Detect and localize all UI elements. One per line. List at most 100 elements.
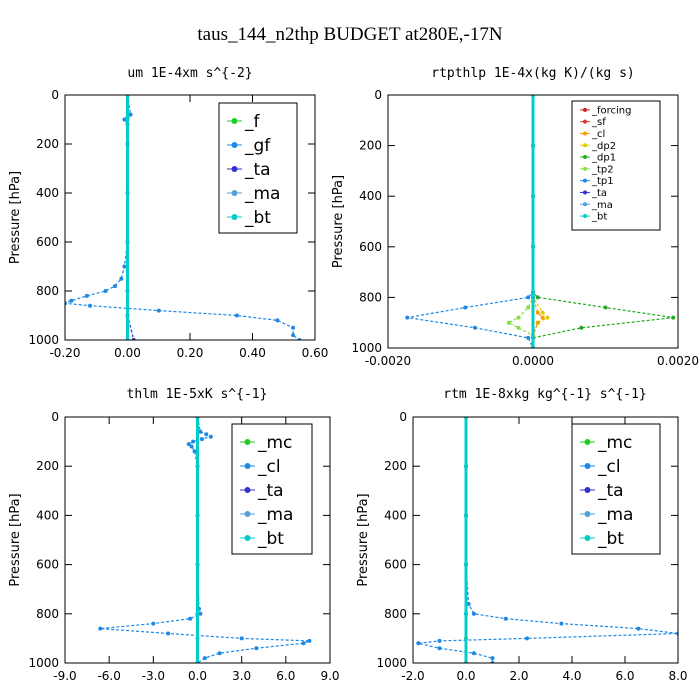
data-point	[540, 310, 545, 315]
x-tick-label: -3.0	[142, 669, 165, 683]
legend-label: _ma	[244, 184, 280, 204]
legend-marker	[231, 118, 238, 124]
legend-label: _bt	[244, 208, 271, 228]
legend-marker	[583, 107, 587, 112]
data-point	[516, 325, 521, 330]
data-point	[204, 432, 209, 437]
data-point	[301, 641, 306, 646]
data-point	[545, 315, 550, 320]
data-point	[125, 240, 130, 244]
data-point	[122, 264, 127, 269]
y-tick-label: 800	[359, 290, 382, 304]
data-point	[579, 325, 584, 330]
x-tick-label: 0.0020	[657, 354, 699, 368]
data-point	[531, 244, 535, 249]
data-point	[471, 611, 476, 616]
legend-marker	[583, 178, 587, 183]
plot-frame	[412, 416, 679, 664]
legend-label: _gf	[244, 136, 271, 156]
y-tick-label: 1000	[376, 656, 407, 670]
panel-title: rtm 1E-8xkg kg^{-1} s^{-1}	[443, 387, 647, 402]
y-tick-label: 200	[359, 139, 382, 153]
x-tick-label: 0.0	[456, 669, 475, 683]
legend-marker	[583, 155, 587, 160]
data-point	[416, 641, 421, 646]
legend-marker	[244, 439, 251, 445]
y-tick-label: 0	[399, 410, 407, 424]
legend-label: _ma	[591, 200, 613, 211]
x-tick-label: 3.0	[232, 669, 251, 683]
data-point	[69, 298, 74, 303]
series-line-dp2	[532, 95, 549, 348]
legend-label: _ta	[591, 188, 607, 199]
data-point	[531, 143, 535, 148]
data-point	[156, 308, 161, 313]
y-tick-label: 600	[359, 240, 382, 254]
x-tick-label: 0.40	[239, 346, 266, 360]
legend-marker	[231, 214, 238, 220]
legend-marker	[584, 463, 591, 469]
data-point	[208, 434, 213, 439]
data-point	[195, 513, 200, 518]
data-point	[217, 651, 222, 656]
panel-4: rtm 1E-8xkg kg^{-1} s^{-1} Pressure [hPa]…	[356, 387, 688, 683]
data-point	[128, 112, 133, 117]
legend-marker	[244, 511, 251, 517]
legend: _mc _cl _ta _ma _bt	[231, 423, 313, 555]
legend-label: _mc	[597, 433, 632, 453]
legend-marker	[584, 439, 591, 445]
data-point	[525, 636, 529, 641]
data-point	[84, 293, 89, 298]
data-point	[195, 464, 200, 469]
data-point	[122, 117, 127, 122]
legend-label: _cl	[591, 129, 605, 140]
legend-label: _dp1	[591, 153, 616, 164]
data-point	[503, 616, 508, 621]
data-point	[189, 444, 194, 449]
data-point	[526, 305, 531, 310]
data-point	[603, 305, 608, 310]
data-point	[464, 464, 468, 469]
legend-label: _f	[244, 112, 261, 132]
x-tick-label: 0.60	[302, 346, 329, 360]
series-line-dp1	[532, 95, 674, 348]
data-point	[535, 320, 540, 325]
x-tick-label: 0.20	[177, 346, 204, 360]
legend: _mc _cl _ta _ma _bt	[571, 423, 661, 555]
y-tick-label: 1000	[351, 341, 382, 355]
legend-marker	[583, 119, 587, 124]
data-point	[473, 325, 477, 330]
data-point	[125, 289, 130, 293]
panel-title: um 1E-4xm s^{-2}	[127, 66, 252, 81]
x-tick-label: 6.0	[276, 669, 295, 683]
plot-frame	[387, 94, 679, 349]
plot-area	[405, 95, 676, 348]
x-tick-label: 4.0	[562, 669, 581, 683]
legend: _forcing_sf_cl_dp2_dp1_tp2_tp1_ta_ma_bt	[571, 100, 661, 231]
y-tick-label: 400	[359, 189, 382, 203]
y-tick-label: 200	[36, 459, 59, 473]
data-point	[307, 638, 312, 643]
data-point	[186, 442, 191, 447]
y-tick-label: 600	[36, 235, 59, 249]
data-point	[103, 289, 108, 293]
data-point	[559, 621, 564, 626]
legend: _f _gf _ta _ma _bt	[218, 102, 298, 234]
data-point	[291, 333, 296, 338]
data-point	[531, 295, 535, 300]
data-point	[166, 631, 171, 636]
data-point	[291, 325, 296, 330]
data-point	[535, 310, 540, 315]
legend-label: _forcing	[591, 105, 632, 116]
data-point	[198, 611, 203, 616]
data-point	[202, 656, 207, 661]
data-point	[463, 305, 468, 310]
y-tick-label: 600	[36, 558, 59, 572]
y-tick-label: 400	[36, 508, 59, 522]
data-point	[239, 636, 244, 641]
legend-label: _cl	[257, 457, 281, 477]
y-axis-label: Pressure [hPa]	[8, 171, 23, 264]
data-point	[88, 303, 92, 308]
x-tick-label: 0.0000	[512, 354, 554, 368]
x-tick-label: 0.0	[188, 669, 207, 683]
